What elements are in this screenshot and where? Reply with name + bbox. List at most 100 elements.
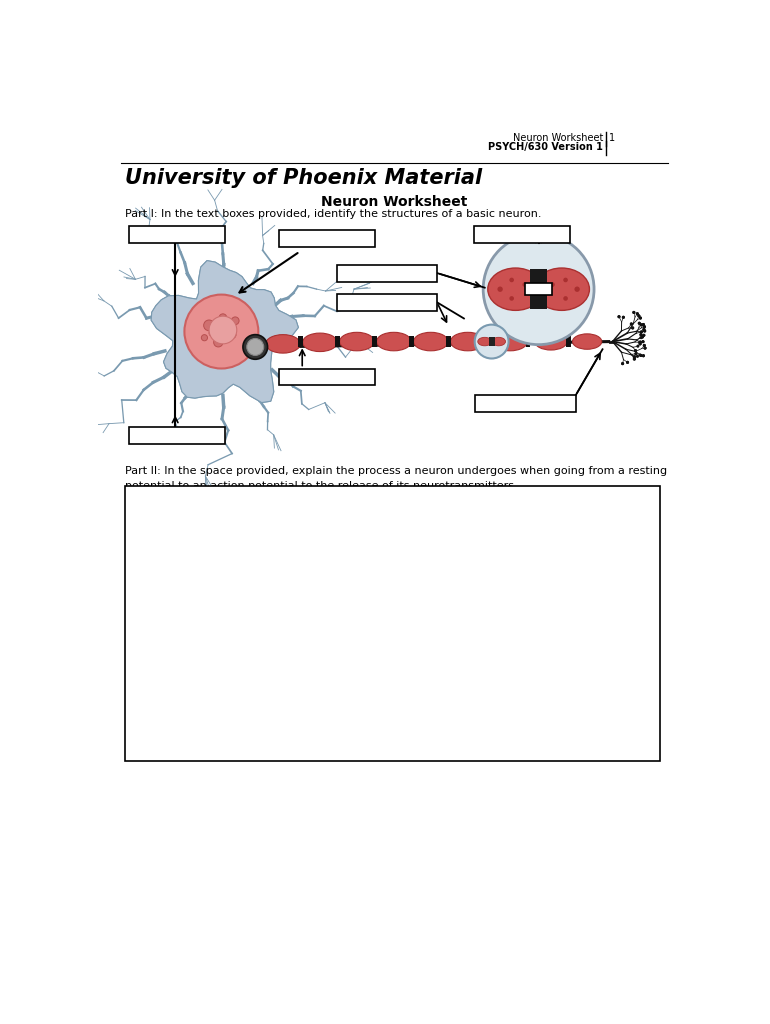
Circle shape <box>643 344 646 347</box>
Ellipse shape <box>534 333 567 350</box>
Circle shape <box>631 327 634 330</box>
Text: 1: 1 <box>608 133 614 143</box>
Bar <box>476 395 576 413</box>
Circle shape <box>474 325 509 358</box>
Circle shape <box>219 322 233 336</box>
Bar <box>129 226 225 243</box>
Circle shape <box>622 315 625 318</box>
Circle shape <box>638 342 641 345</box>
Circle shape <box>640 336 643 339</box>
Bar <box>337 294 437 310</box>
Circle shape <box>621 362 624 366</box>
Circle shape <box>618 315 621 318</box>
Ellipse shape <box>534 268 590 310</box>
Circle shape <box>634 349 637 352</box>
Ellipse shape <box>303 333 337 351</box>
Circle shape <box>564 278 568 283</box>
Bar <box>125 485 660 761</box>
Text: Part II: In the space provided, explain the process a neuron undergoes when goin: Part II: In the space provided, explain … <box>125 466 668 492</box>
Circle shape <box>639 333 642 336</box>
Circle shape <box>641 336 644 339</box>
Circle shape <box>638 322 641 325</box>
Polygon shape <box>151 261 298 402</box>
Circle shape <box>209 330 216 336</box>
Circle shape <box>631 327 634 330</box>
Circle shape <box>644 346 647 349</box>
Circle shape <box>642 334 645 337</box>
Circle shape <box>636 345 639 348</box>
Circle shape <box>643 326 646 329</box>
Circle shape <box>639 354 642 357</box>
Circle shape <box>621 362 624 366</box>
Circle shape <box>497 287 503 292</box>
Circle shape <box>551 283 554 287</box>
Circle shape <box>636 355 639 358</box>
Circle shape <box>632 311 635 314</box>
Circle shape <box>634 352 638 355</box>
Ellipse shape <box>413 333 448 351</box>
Circle shape <box>638 341 641 344</box>
Circle shape <box>644 346 647 349</box>
Circle shape <box>626 360 629 364</box>
Circle shape <box>638 314 641 317</box>
Bar <box>525 283 553 295</box>
Circle shape <box>484 233 594 345</box>
Text: University of Phoenix Material: University of Phoenix Material <box>125 168 482 188</box>
Circle shape <box>214 338 223 347</box>
Circle shape <box>642 328 645 331</box>
Circle shape <box>639 316 642 319</box>
Bar <box>299 336 303 347</box>
Circle shape <box>633 357 636 360</box>
Bar <box>279 230 376 247</box>
Circle shape <box>209 316 237 344</box>
Circle shape <box>618 315 621 318</box>
Bar <box>373 336 377 347</box>
Circle shape <box>630 323 633 326</box>
Circle shape <box>633 357 636 360</box>
Bar <box>525 336 530 347</box>
Circle shape <box>641 336 644 339</box>
Circle shape <box>633 355 636 358</box>
Circle shape <box>640 324 643 327</box>
Bar <box>567 336 571 347</box>
Ellipse shape <box>488 268 544 310</box>
Text: Neuron Worksheet: Neuron Worksheet <box>513 133 604 143</box>
Bar <box>279 369 376 385</box>
Circle shape <box>642 334 645 337</box>
Circle shape <box>202 335 208 341</box>
Circle shape <box>510 278 514 283</box>
Circle shape <box>638 353 641 356</box>
Circle shape <box>626 360 629 364</box>
Bar <box>336 336 340 347</box>
Circle shape <box>228 331 236 339</box>
Circle shape <box>642 323 645 326</box>
Circle shape <box>564 296 568 301</box>
Circle shape <box>246 339 263 355</box>
Circle shape <box>641 340 644 343</box>
Ellipse shape <box>492 337 506 346</box>
Circle shape <box>638 341 641 344</box>
Circle shape <box>640 331 643 334</box>
Circle shape <box>634 349 637 352</box>
Text: Part I: In the text boxes provided, identify the structures of a basic neuron.: Part I: In the text boxes provided, iden… <box>125 209 541 219</box>
Circle shape <box>638 314 641 317</box>
Ellipse shape <box>493 333 527 351</box>
Bar <box>474 226 570 243</box>
Circle shape <box>185 295 258 369</box>
Circle shape <box>642 354 645 357</box>
Bar <box>337 264 437 282</box>
Circle shape <box>232 316 239 325</box>
Circle shape <box>638 341 641 344</box>
Polygon shape <box>151 261 298 402</box>
Circle shape <box>633 355 636 358</box>
Circle shape <box>639 316 642 319</box>
Text: Neuron Worksheet: Neuron Worksheet <box>321 196 468 209</box>
Circle shape <box>640 324 643 327</box>
Circle shape <box>523 283 527 287</box>
Circle shape <box>641 340 644 343</box>
Ellipse shape <box>377 333 411 351</box>
Circle shape <box>638 322 641 325</box>
Circle shape <box>640 331 643 334</box>
Ellipse shape <box>450 333 485 351</box>
Circle shape <box>636 312 639 315</box>
